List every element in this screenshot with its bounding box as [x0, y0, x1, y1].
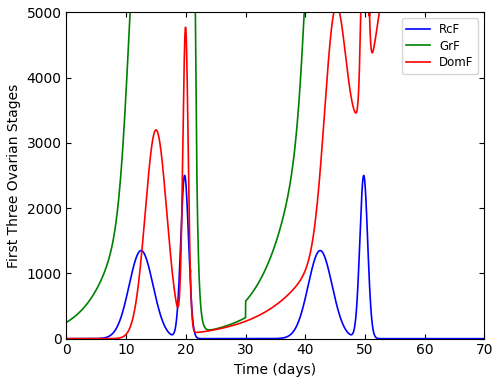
GrF [81, 306, 87, 310]
Legend: RcF, GrF, DomF: RcF, GrF, DomF [402, 18, 478, 74]
DomF [333, 3, 339, 8]
GrF [268, 254, 274, 259]
DomF [482, 3, 488, 8]
GrF [88, 295, 94, 300]
RcF [459, 336, 465, 341]
DomF [459, 3, 465, 8]
RcF [182, 173, 188, 178]
DomF [88, 336, 94, 341]
Line: GrF: GrF [66, 6, 484, 330]
GrF [66, 319, 71, 323]
RcF [66, 336, 71, 341]
Y-axis label: First Three Ovarian Stages: First Three Ovarian Stages [7, 83, 21, 268]
RcF [146, 263, 152, 268]
GrF [482, 3, 488, 8]
RcF [268, 336, 274, 341]
RcF [88, 336, 94, 341]
GrF [146, 3, 152, 8]
RcF [64, 336, 70, 341]
GrF [459, 3, 465, 8]
RcF [81, 336, 87, 341]
DomF [146, 174, 152, 179]
GrF [64, 320, 70, 324]
DomF [66, 336, 71, 341]
GrF [206, 328, 212, 332]
DomF [64, 336, 70, 341]
X-axis label: Time (days): Time (days) [234, 363, 316, 377]
DomF [268, 306, 274, 311]
Line: DomF: DomF [66, 6, 484, 339]
GrF [128, 3, 134, 8]
Line: RcF: RcF [66, 175, 484, 339]
RcF [482, 336, 488, 341]
DomF [81, 336, 87, 341]
